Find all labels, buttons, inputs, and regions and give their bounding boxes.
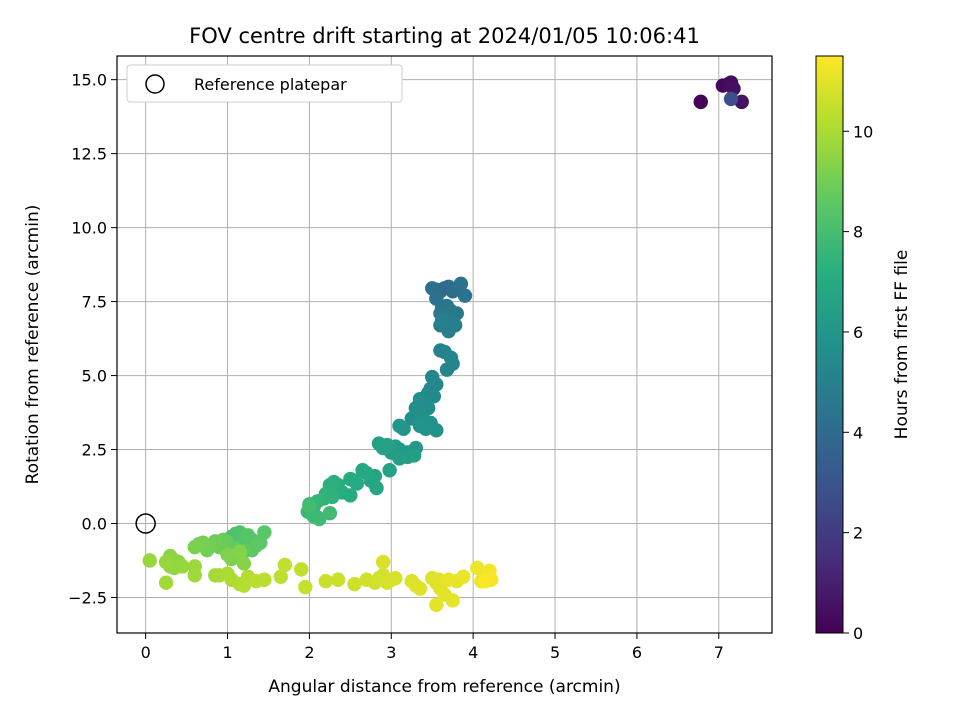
data-point: [187, 539, 202, 555]
data-point: [429, 423, 444, 438]
data-point: [453, 276, 469, 292]
y-tick-label: 2.5: [82, 441, 107, 460]
x-tick-label: 4: [468, 643, 478, 662]
data-point: [142, 553, 157, 568]
data-point: [375, 554, 391, 570]
data-point: [322, 505, 338, 521]
data-point: [349, 476, 365, 491]
data-point: [379, 437, 395, 453]
legend-label: Reference platepar: [194, 75, 347, 94]
y-tick-label: 7.5: [82, 293, 107, 312]
data-point: [347, 576, 362, 592]
y-tick-label: 5.0: [82, 367, 107, 386]
y-axis-label: Rotation from reference (arcmin): [23, 205, 43, 485]
data-point: [187, 568, 202, 583]
data-point: [355, 463, 370, 478]
reference-marker: [135, 513, 156, 534]
x-axis-label: Angular distance from reference (arcmin): [268, 677, 620, 697]
colorbar-gradient: [815, 55, 844, 634]
data-point: [723, 91, 739, 107]
y-tick-label: 0.0: [82, 515, 107, 534]
data-point: [236, 556, 252, 571]
colorbar-tick-label: 10: [853, 122, 873, 141]
reference-platepar-point: [135, 513, 156, 534]
y-tick-label: 15.0: [71, 71, 107, 90]
colorbar-ticks: 0 2 4 6 8 10: [843, 122, 873, 643]
data-point: [175, 559, 190, 574]
data-point: [457, 288, 473, 303]
data-point: [478, 574, 493, 589]
data-point: [396, 421, 411, 437]
x-tick-label: 7: [714, 643, 724, 662]
colorbar-tick-label: 0: [853, 624, 863, 643]
x-tick-label: 1: [222, 643, 232, 662]
x-axis-ticks: 0 1 2 3 4 5 6 7: [141, 633, 724, 662]
x-tick-label: 2: [304, 643, 314, 662]
data-point: [318, 574, 333, 589]
data-point: [407, 448, 422, 463]
x-tick-label: 0: [141, 643, 151, 662]
x-tick-label: 6: [632, 643, 642, 662]
data-point: [388, 571, 403, 586]
data-point: [312, 511, 327, 527]
data-point: [232, 544, 248, 559]
data-point: [441, 572, 456, 587]
data-point: [382, 463, 397, 478]
legend-box: [126, 64, 403, 103]
data-point: [158, 575, 174, 590]
y-tick-label: −2.5: [68, 588, 107, 607]
plot-frame: [116, 55, 773, 634]
data-point: [298, 579, 313, 595]
y-tick-label: 10.0: [71, 219, 107, 238]
x-tick-label: 5: [550, 643, 560, 662]
colorbar-tick-label: 4: [853, 423, 863, 442]
data-point: [277, 557, 293, 573]
data-point: [447, 318, 463, 333]
data-point: [439, 362, 455, 377]
data-point: [294, 562, 309, 577]
data-point: [158, 554, 174, 570]
data-point: [445, 593, 460, 608]
legend-marker-icon: [145, 74, 165, 94]
colorbar: 0 2 4 6 8 10 Hours from first FF file: [815, 55, 912, 643]
colorbar-tick-label: 2: [853, 524, 863, 543]
data-point: [220, 547, 235, 562]
x-tick-label: 3: [386, 643, 396, 662]
data-point: [429, 597, 444, 613]
y-tick-label: 12.5: [71, 145, 107, 164]
colorbar-tick-label: 8: [853, 223, 863, 242]
data-points: [142, 75, 749, 613]
legend: Reference platepar: [126, 64, 403, 103]
data-point: [302, 498, 317, 513]
data-point: [434, 313, 450, 329]
data-point: [693, 94, 708, 110]
chart-title: FOV centre drift starting at 2024/01/05 …: [189, 24, 700, 48]
data-point: [257, 572, 272, 587]
colorbar-tick-label: 6: [853, 323, 863, 342]
data-point: [369, 480, 384, 496]
data-point: [392, 451, 407, 466]
data-point: [412, 418, 428, 434]
data-point: [456, 569, 471, 584]
data-point: [330, 572, 346, 587]
y-axis-ticks: −2.5 0.0 2.5 5.0 7.5 10.0 12.5 15.0: [68, 71, 117, 607]
data-point: [240, 528, 256, 543]
colorbar-label: Hours from first FF file: [892, 250, 912, 440]
data-point: [412, 581, 428, 596]
data-point: [273, 569, 288, 584]
